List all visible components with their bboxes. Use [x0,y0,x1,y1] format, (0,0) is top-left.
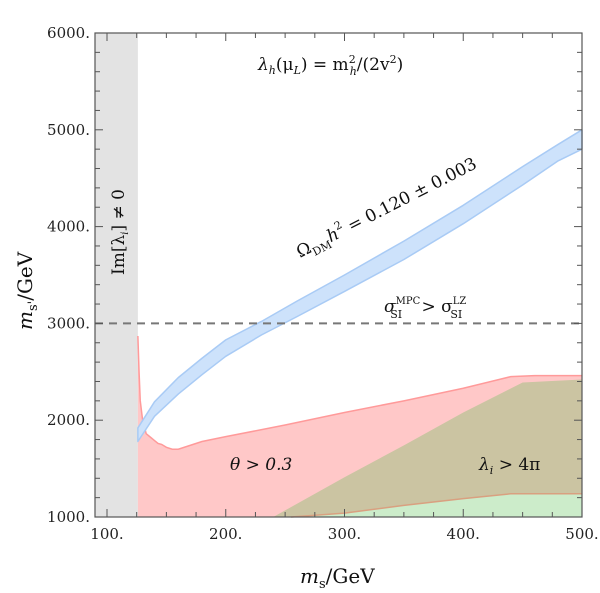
direct-detection-label: σMPC SI > σLZ SI [384,296,466,321]
axis-ticks: 100. 200. 300. 400. 500. 1000. 2000. 3000. 4000.… [47,24,599,543]
relic-density-label: ΩDMh2 = 0.120 ± 0.003 [292,151,482,265]
title-annotation: λh(μL) = m2 h/(2v2) [257,53,403,78]
x-tick-label: 500. [565,525,598,543]
x-tick-label: 300. [328,525,361,543]
x-axis-title: ms/GeV [300,564,375,592]
y-tick-label: 2000. [47,411,90,429]
y-tick-label: 5000. [47,121,90,139]
perturbativity-region [273,379,582,517]
imaginary-coupling-label: Im[λi] ≠ 0 [109,189,131,275]
plot-frame [94,32,583,518]
green-boundary [291,493,582,518]
y-axis-title: ms'/GeV [13,251,41,330]
regions-layer [95,33,582,518]
x-tick-label: 100. [90,525,123,543]
imaginary-region [95,33,138,517]
mixing-angle-label: θ > 0.3 [230,455,292,475]
x-tick-label: 400. [447,525,480,543]
perturbativity-label: λi > 4π [478,455,540,477]
y-tick-label: 1000. [47,508,90,526]
y-tick-label: 3000. [47,314,90,332]
x-tick-label: 200. [209,525,242,543]
y-tick-label: 6000. [47,24,90,42]
y-tick-label: 4000. [47,218,90,236]
plot-border [94,32,583,518]
